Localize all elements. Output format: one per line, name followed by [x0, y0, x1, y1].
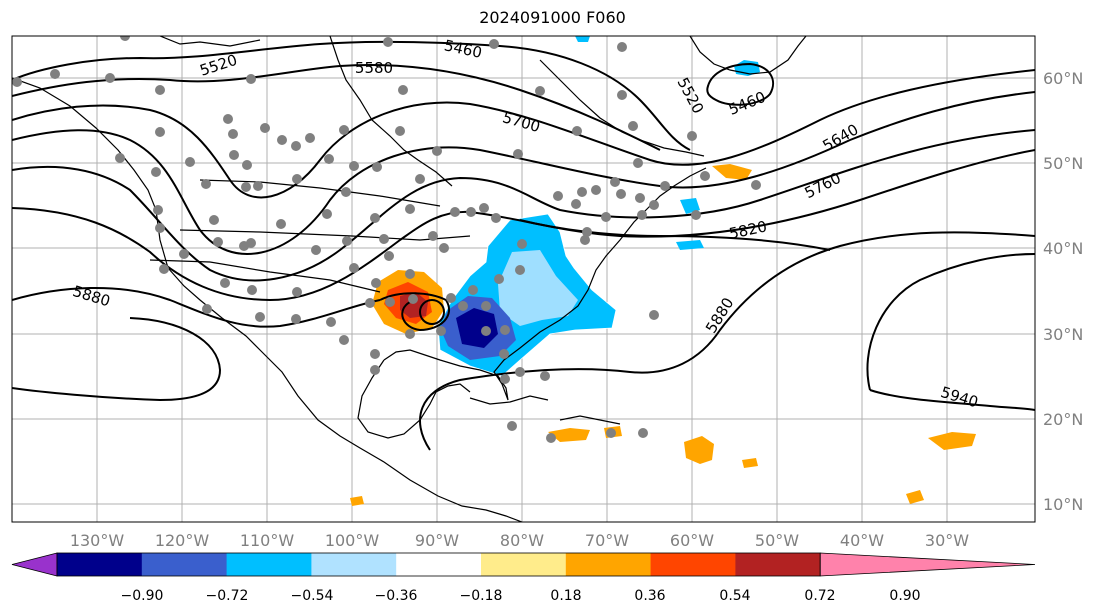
colorbar-tick: −0.90 [121, 588, 164, 604]
colorbar-swatch [735, 553, 821, 576]
lon-tick: 40°W [840, 531, 884, 550]
colorbar [11, 552, 1036, 577]
lon-tick: 120°W [155, 531, 210, 550]
longitude-ticks: 130°W 120°W 110°W 100°W 90°W 80°W 70°W 6… [70, 531, 969, 550]
lon-tick: 130°W [70, 531, 125, 550]
colorbar-arrow-high [819, 552, 1036, 577]
lat-tick: 50°N [1043, 154, 1083, 173]
colorbar-ticks: −0.90 −0.72 −0.54 −0.36 −0.18 0.18 0.36 … [121, 588, 921, 604]
lat-tick: 30°N [1043, 325, 1083, 344]
colorbar-swatch [650, 553, 736, 576]
lon-tick: 70°W [585, 531, 629, 550]
colorbar-tick: −0.18 [460, 588, 503, 604]
colorbar-swatch [226, 553, 312, 576]
lat-tick: 20°N [1043, 410, 1083, 429]
colorbar-tick: 0.36 [634, 588, 665, 604]
lon-tick: 100°W [325, 531, 380, 550]
colorbar-tick: 0.18 [550, 588, 581, 604]
lat-tick: 60°N [1043, 69, 1083, 88]
colorbar-tick: −0.72 [206, 588, 249, 604]
colorbar-swatch [141, 553, 228, 576]
latitude-ticks: 60°N 50°N 40°N 30°N 20°N 10°N [1043, 69, 1083, 514]
lat-tick: 10°N [1043, 495, 1083, 514]
colorbar-tick: 0.72 [804, 588, 835, 604]
lon-tick: 30°W [925, 531, 969, 550]
contour-label-5580: 5580 [355, 59, 393, 77]
lon-tick: 60°W [670, 531, 714, 550]
colorbar-swatch [481, 553, 567, 576]
map-frame [11, 35, 1036, 523]
colorbar-arrow-low [11, 552, 58, 577]
lat-tick: 40°N [1043, 239, 1083, 258]
colorbar-swatch [396, 553, 482, 576]
colorbar-tick: 0.54 [719, 588, 750, 604]
colorbar-tick: −0.54 [291, 588, 334, 604]
colorbar-swatch [565, 553, 652, 576]
lon-tick: 90°W [415, 531, 459, 550]
lon-tick: 110°W [240, 531, 295, 550]
colorbar-tick: −0.36 [375, 588, 418, 604]
lon-tick: 50°W [755, 531, 799, 550]
lon-tick: 80°W [500, 531, 544, 550]
colorbar-swatch [311, 553, 397, 576]
colorbar-frame [56, 552, 821, 577]
colorbar-swatch [57, 553, 143, 576]
colorbar-tick: 0.90 [889, 588, 920, 604]
chart-title: 2024091000 F060 [479, 8, 626, 27]
station-markers [12, 36, 761, 443]
